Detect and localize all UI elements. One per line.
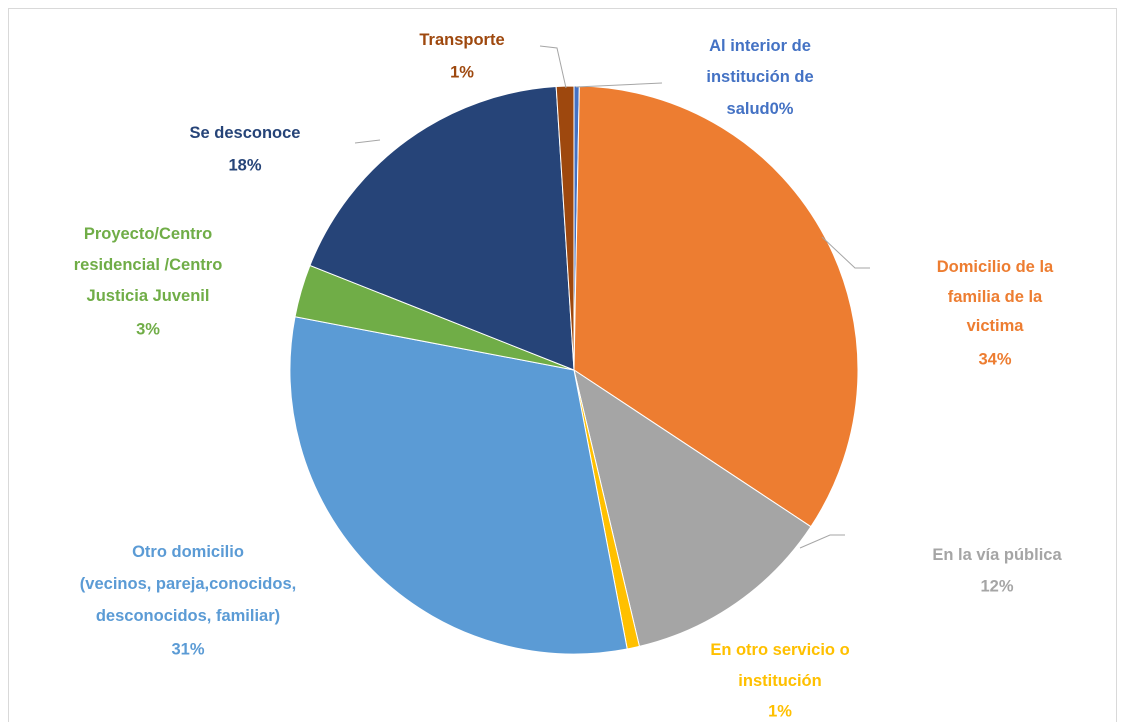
data-label: En otro servicio o xyxy=(710,641,849,659)
category-label: residencial /Centro xyxy=(74,256,223,274)
category-label: desconocidos, familiar) xyxy=(96,607,280,625)
leader-line xyxy=(821,236,870,269)
category-label: familia de la xyxy=(948,288,1043,306)
value-label: 31% xyxy=(171,640,204,658)
data-label: Se desconoce xyxy=(190,124,301,142)
leader-line xyxy=(539,45,567,89)
pie-slice xyxy=(289,316,628,655)
data-label: desconocidos, familiar) xyxy=(96,607,280,625)
category-label: En otro servicio o xyxy=(710,641,849,659)
category-label: Al interior de xyxy=(709,37,811,55)
value-label: 1% xyxy=(768,702,792,720)
pie-slice xyxy=(573,368,812,647)
category-label: victima xyxy=(967,317,1025,335)
data-label: Proyecto/Centro xyxy=(84,225,212,243)
leader-line xyxy=(799,534,845,549)
data-label: Transporte xyxy=(419,31,504,49)
category-label: Justicia Juvenil xyxy=(87,287,210,305)
category-label: En la vía pública xyxy=(932,546,1062,564)
value-label: 34% xyxy=(978,350,1011,368)
category-label: Otro domicilio xyxy=(132,543,244,561)
leader-line xyxy=(354,139,381,144)
category-label: Se desconoce xyxy=(190,124,301,142)
category-label: Transporte xyxy=(419,31,504,49)
data-label: En la vía pública xyxy=(932,546,1062,564)
data-label: Otro domicilio xyxy=(132,543,244,561)
value-label: 3% xyxy=(136,320,160,338)
data-label: salud0% xyxy=(727,100,794,118)
data-label: (vecinos, pareja,conocidos, xyxy=(80,575,296,593)
data-label: institución xyxy=(738,672,821,690)
value-label: 12% xyxy=(980,577,1013,595)
data-label: Domicilio de la xyxy=(937,258,1054,276)
category-label: (vecinos, pareja,conocidos, xyxy=(80,575,296,593)
category-label: institución xyxy=(738,672,821,690)
category-label: salud xyxy=(727,100,770,118)
value-label: 1% xyxy=(450,63,474,81)
category-label: institución de xyxy=(706,68,813,86)
data-label: victima xyxy=(967,317,1025,335)
data-label: Al interior de xyxy=(709,37,811,55)
data-label: familia de la xyxy=(948,288,1043,306)
pie-slice xyxy=(309,86,575,371)
value-label: 0% xyxy=(770,100,794,118)
leader-line xyxy=(575,82,663,88)
category-label: Domicilio de la xyxy=(937,258,1054,276)
data-label: Justicia Juvenil xyxy=(87,287,210,305)
data-label: residencial /Centro xyxy=(74,256,223,274)
category-label: Proyecto/Centro xyxy=(84,225,212,243)
value-label: 18% xyxy=(228,156,261,174)
data-label: institución de xyxy=(706,68,813,86)
